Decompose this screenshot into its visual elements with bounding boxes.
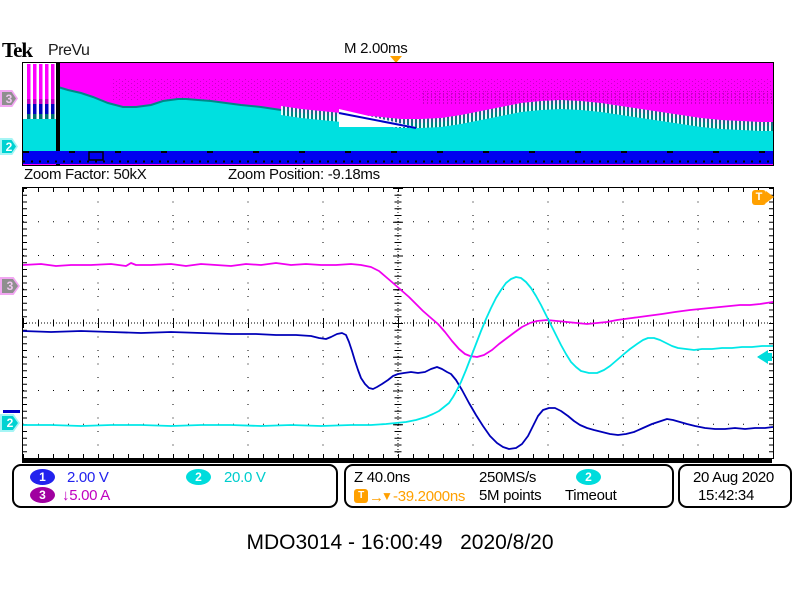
- channel-readout-box: 1 2.00 V 2 20.0 V 3 ↓5.00 A: [12, 464, 338, 508]
- trigger-delay-value: -39.2000ns: [393, 488, 466, 505]
- sample-rate-readout: 250MS/s: [479, 469, 537, 486]
- ch1-badge: 1: [30, 469, 55, 485]
- ch3-trace: [23, 262, 773, 358]
- ch2-badge: 2: [186, 469, 211, 485]
- zoom-trigger-flag: T: [752, 190, 776, 205]
- main-graticule: [22, 187, 774, 459]
- ch3-scale-readout: ↓5.00 A: [62, 487, 110, 504]
- ch3-position-marker: 3: [0, 277, 20, 295]
- overview-ch2-position-marker: 2: [0, 138, 18, 155]
- ch2-trace: [23, 276, 773, 427]
- trigger-t-badge-icon: T: [752, 190, 766, 205]
- overview-ch3-position-marker: 3: [0, 90, 18, 107]
- overview-panel: [22, 62, 774, 166]
- datetime-readout-box: 20 Aug 2020 15:42:34: [678, 464, 792, 508]
- trigger-marker-icon: ▼: [381, 489, 393, 503]
- main-timebase-readout: M 2.00ms: [344, 40, 408, 57]
- arrow-right-icon: →: [369, 489, 384, 506]
- horizontal-readout-box: Z 40.0ns 250MS/s 2 T → ▼ -39.2000ns 5M p…: [344, 464, 674, 508]
- zoom-factor-readout: Zoom Factor: 50kX: [24, 166, 147, 183]
- ch3-badge: 3: [30, 487, 55, 503]
- ch1-scale-readout: 2.00 V: [67, 469, 109, 486]
- ch1-level-indicator: [3, 410, 20, 413]
- ch1-trace: [23, 330, 773, 450]
- zoom-position-readout: Zoom Position: -9.18ms: [228, 166, 380, 183]
- hardcopy-caption: MDO3014 - 16:00:49 2020/8/20: [246, 531, 554, 554]
- flag-pointer-icon: [766, 191, 774, 203]
- ch2-position-marker: 2: [0, 414, 20, 432]
- trigger-level-arrow-icon: [757, 350, 773, 364]
- date-readout: 20 Aug 2020: [693, 469, 774, 486]
- record-length-readout: 5M points: [479, 487, 542, 504]
- zoom-scale-readout: Z 40.0ns: [354, 469, 410, 486]
- ch2-scale-readout: 20.0 V: [224, 469, 266, 486]
- trigger-type-readout: Timeout: [565, 487, 617, 504]
- tek-logo: Tek: [2, 38, 33, 62]
- time-readout: 15:42:34: [698, 487, 754, 504]
- graticule-bottom-bar: [22, 458, 772, 463]
- overview-waveform: [23, 63, 773, 165]
- waveform-traces: [23, 262, 773, 450]
- trigger-t-badge-icon: T: [354, 489, 368, 503]
- acquisition-mode-label: PreVu: [48, 42, 90, 59]
- trigger-position-arrow-icon: [390, 56, 402, 63]
- trigger-delay-readout: T → ▼ -39.2000ns: [350, 487, 480, 589]
- graticule-grid: [23, 188, 773, 458]
- trigger-source-badge: 2: [576, 469, 601, 485]
